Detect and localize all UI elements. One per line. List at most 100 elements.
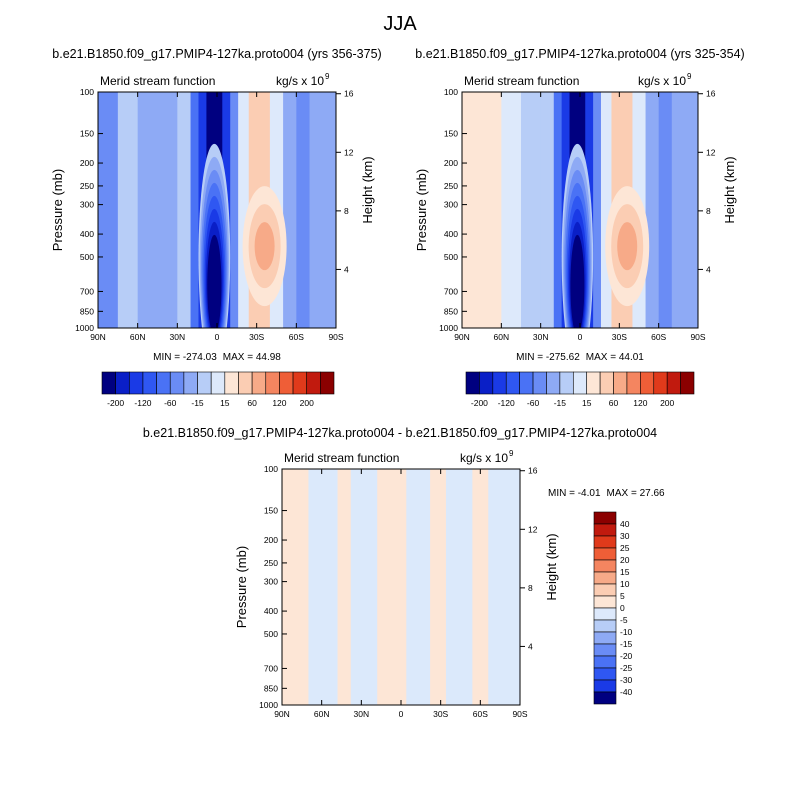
x-tick-label: 60N [130, 332, 146, 342]
colorbar-swatch [572, 371, 588, 395]
x-tick-label: 90S [512, 709, 527, 719]
panel-title: b.e21.B1850.f09_g17.PMIP4-127ka.proto004… [415, 47, 744, 61]
colorbar-swatch [156, 371, 171, 395]
y-tick-label: 700 [444, 286, 458, 296]
colorbar-swatch [142, 371, 157, 395]
colorbar-swatch [101, 371, 116, 395]
colorbar-swatch [626, 371, 641, 395]
max-label: MAX = 44.01 [586, 352, 645, 363]
y-right-tick-label: 4 [344, 264, 349, 274]
colorbar-swatch [593, 643, 617, 657]
contour-band [238, 92, 250, 328]
contour-band [282, 469, 309, 705]
x-tick-label: 30S [249, 332, 264, 342]
y-tick-label: 500 [264, 629, 278, 639]
panel-top-right: b.e21.B1850.f09_g17.PMIP4-127ka.proto004… [414, 47, 745, 408]
contour-band [671, 92, 698, 328]
subtitle-left: Merid stream function [100, 74, 215, 88]
max-label: MAX = 27.66 [607, 488, 666, 499]
contour-band [350, 469, 378, 705]
colorbar-label: -5 [620, 615, 628, 625]
contour-band [462, 92, 483, 328]
colorbar-label: 15 [220, 398, 230, 408]
colorbar-swatch [465, 371, 480, 395]
colorbar-swatch [128, 371, 144, 395]
y-tick-label: 300 [80, 200, 94, 210]
y-right-axis-label: Height (km) [544, 533, 559, 600]
y-tick-label: 200 [80, 158, 94, 168]
y-tick-label: 400 [264, 606, 278, 616]
y-tick-label: 1000 [259, 700, 278, 710]
contour-band [177, 92, 191, 328]
colorbar-swatch [115, 371, 130, 395]
contour-band [117, 92, 139, 328]
x-tick-label: 30S [433, 709, 448, 719]
y-right-tick-label: 12 [706, 147, 716, 157]
x-tick-label: 90N [454, 332, 470, 342]
panel-title: b.e21.B1850.f09_g17.PMIP4-127ka.proto004… [52, 47, 381, 61]
x-tick-label: 60N [494, 332, 510, 342]
contour-band [645, 92, 660, 328]
colorbar-label: 120 [272, 398, 286, 408]
colorbar-label: -15 [620, 639, 633, 649]
contour-level [617, 222, 638, 271]
contour-band [488, 469, 520, 705]
colorbar-swatch [532, 371, 547, 395]
contour-band [600, 92, 612, 328]
colorbar-swatch [519, 371, 534, 395]
colorbar-label: 120 [633, 398, 647, 408]
colorbar-swatch [593, 631, 617, 645]
contour-band [481, 92, 502, 328]
contour-band [230, 92, 239, 328]
contour-band [406, 469, 431, 705]
x-tick-label: 30N [170, 332, 186, 342]
colorbar-label: 10 [620, 579, 630, 589]
colorbar-swatch [666, 371, 681, 395]
y-tick-label: 700 [264, 663, 278, 673]
x-tick-label: 90S [690, 332, 705, 342]
x-tick-label: 90N [274, 709, 290, 719]
y-right-axis-label: Height (km) [360, 156, 375, 223]
colorbar-swatch [613, 371, 628, 395]
colorbar-label: -25 [620, 663, 633, 673]
y-tick-label: 150 [80, 129, 94, 139]
figure-title: JJA [383, 13, 417, 35]
contour-band [540, 92, 555, 328]
colorbar-swatch [492, 371, 507, 395]
colorbar-label: -120 [498, 398, 515, 408]
colorbar-label: -60 [164, 398, 177, 408]
colorbar-label: -20 [620, 651, 633, 661]
y-right-tick-label: 12 [344, 147, 354, 157]
contour-band [501, 92, 522, 328]
panel-top-left: b.e21.B1850.f09_g17.PMIP4-127ka.proto004… [50, 47, 382, 408]
colorbar-swatch [224, 371, 239, 395]
colorbar-swatch [593, 655, 617, 669]
contour-band [157, 92, 178, 328]
colorbar-label: 60 [247, 398, 257, 408]
y-tick-label: 500 [444, 252, 458, 262]
y-axis-label: Pressure (mb) [234, 546, 249, 628]
x-tick-label: 0 [215, 332, 220, 342]
colorbar-label: -120 [134, 398, 151, 408]
colorbar-swatch [306, 371, 321, 395]
colorbar-swatch [197, 371, 212, 395]
contour-band [445, 469, 473, 705]
colorbar-label: -60 [527, 398, 540, 408]
y-tick-label: 400 [80, 229, 94, 239]
colorbar-label: -15 [554, 398, 567, 408]
y-tick-label: 250 [264, 558, 278, 568]
colorbar-swatch [593, 511, 617, 525]
contour-level [254, 222, 275, 271]
colorbar-swatch [680, 371, 695, 395]
min-max-stats: MIN = -274.03 MAX = 44.98 [153, 352, 281, 363]
y-tick-label: 100 [264, 464, 278, 474]
colorbar-label: 5 [620, 591, 625, 601]
x-tick-label: 30N [533, 332, 549, 342]
units-exponent: 9 [509, 449, 514, 458]
x-tick-label: 90S [328, 332, 343, 342]
x-tick-label: 0 [399, 709, 404, 719]
contour-band [472, 469, 489, 705]
colorbar-swatch [593, 667, 617, 681]
colorbar-label: 15 [620, 567, 630, 577]
y-tick-label: 100 [80, 87, 94, 97]
